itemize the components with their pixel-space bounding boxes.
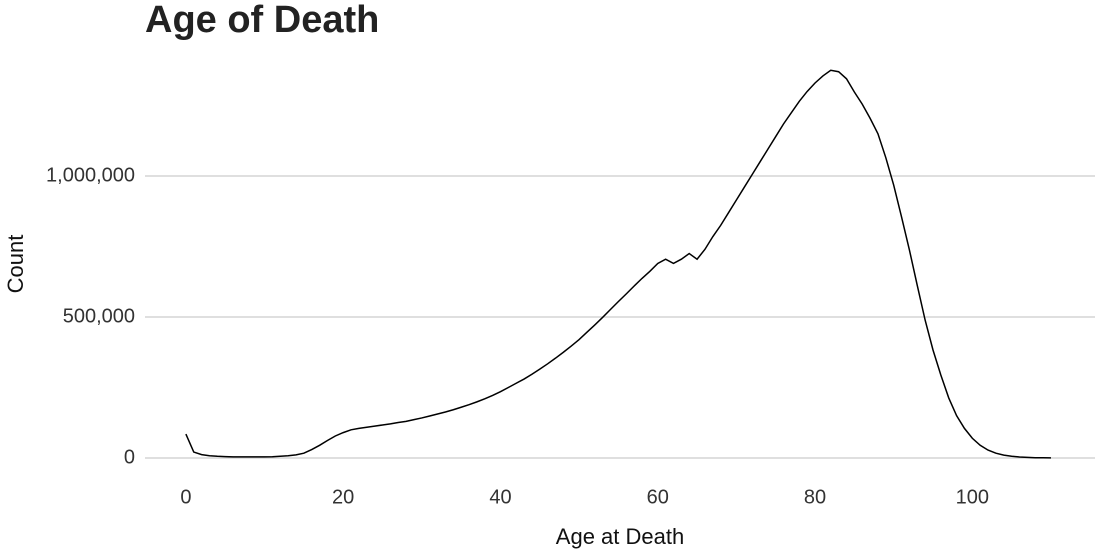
x-tick-label: 100 bbox=[956, 486, 989, 508]
x-tick-label: 80 bbox=[804, 486, 826, 508]
y-tick-label: 1,000,000 bbox=[46, 164, 135, 186]
line-series bbox=[185, 69, 1051, 459]
y-tick-label: 500,000 bbox=[63, 305, 135, 327]
chart-title: Age of Death bbox=[145, 0, 379, 41]
x-tick-label: 40 bbox=[489, 486, 511, 508]
y-tick-label: 0 bbox=[124, 446, 135, 468]
y-axis-title: Count bbox=[3, 235, 28, 294]
x-tick-label: 20 bbox=[332, 486, 354, 508]
x-axis-title: Age at Death bbox=[556, 524, 684, 549]
x-tick-label: 60 bbox=[647, 486, 669, 508]
x-tick-label: 0 bbox=[180, 486, 191, 508]
